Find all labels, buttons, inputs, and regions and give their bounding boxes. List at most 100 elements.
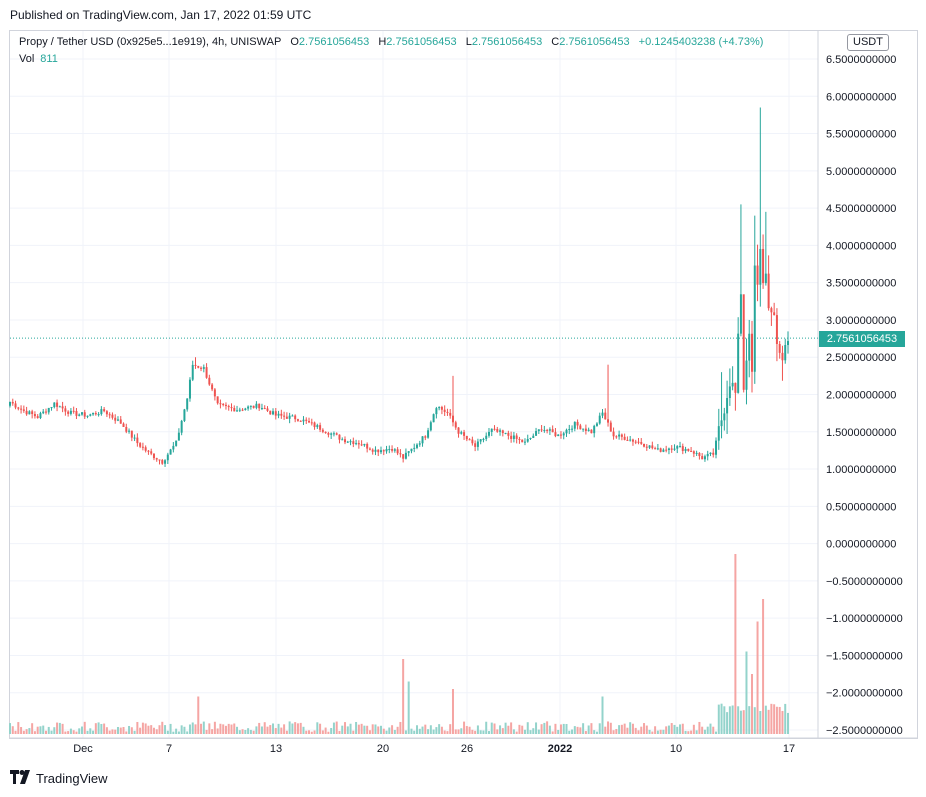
volume-bar — [169, 723, 172, 734]
volume-bar — [415, 725, 418, 734]
candle-body — [432, 414, 435, 423]
footer-brand[interactable]: TradingView — [10, 770, 108, 787]
volume-bar — [75, 731, 78, 734]
candle-body — [344, 439, 347, 443]
published-header: Published on TradingView.com, Jan 17, 20… — [10, 8, 312, 22]
y-tick-label: 6.0000000000 — [826, 91, 896, 103]
candle-body — [404, 452, 407, 459]
candle-body — [227, 405, 230, 408]
volume-bar — [612, 730, 615, 734]
tradingview-logo-icon — [10, 770, 32, 787]
candle-body — [579, 425, 582, 430]
volume-bar — [78, 728, 81, 734]
candle-body — [377, 449, 380, 453]
volume-bar — [515, 731, 518, 734]
candle-body — [374, 449, 377, 452]
volume-bar — [42, 725, 45, 734]
volume-bar — [496, 729, 499, 734]
candle-body — [111, 414, 114, 418]
volume-bar — [427, 729, 430, 734]
candle-body — [546, 429, 549, 431]
y-tick-label: 4.5000000000 — [826, 203, 896, 215]
candle-body — [194, 364, 197, 366]
open-label: O — [290, 36, 299, 48]
candle-body — [14, 403, 17, 408]
volume-bar — [402, 659, 405, 734]
candle-body — [474, 443, 477, 447]
y-tick-label: 5.0000000000 — [826, 166, 896, 178]
volume-bar — [36, 726, 39, 734]
volume-bar — [620, 724, 623, 734]
candle-body — [310, 422, 313, 424]
volume-bar — [407, 681, 410, 734]
volume-bar — [150, 725, 153, 734]
volume-bar — [404, 730, 407, 734]
candle-body — [620, 434, 623, 437]
volume-bar — [186, 731, 189, 734]
x-tick-label: 7 — [166, 743, 172, 755]
y-tick-label: −2.5000000000 — [826, 725, 903, 737]
candle-body — [468, 439, 471, 441]
candle-body — [593, 425, 596, 434]
volume-bar — [352, 730, 355, 734]
candle-body — [103, 409, 106, 412]
chart-area[interactable] — [9, 30, 918, 739]
candle-body — [454, 422, 457, 428]
candle-body — [130, 430, 133, 438]
volume-bar — [438, 724, 441, 734]
candle-body — [177, 432, 180, 441]
volume-bar — [144, 723, 147, 734]
volume-bar — [454, 729, 457, 734]
candle-body — [17, 407, 20, 409]
volume-bar — [205, 729, 208, 734]
volume-bar — [656, 730, 659, 734]
volume-bar — [523, 729, 526, 734]
candle-body — [244, 408, 247, 410]
volume-bar — [526, 722, 529, 734]
x-tick-label: 10 — [670, 743, 682, 755]
volume-bar — [355, 721, 358, 734]
volume-bar — [338, 731, 341, 734]
volume-bar — [787, 712, 789, 734]
candle-body — [393, 449, 396, 451]
y-tick-label: −1.0000000000 — [826, 613, 903, 625]
volume-bar — [482, 730, 485, 734]
candle-body — [590, 429, 593, 434]
candle-body — [576, 421, 579, 426]
candle-body — [94, 412, 97, 415]
volume-bar — [742, 710, 745, 734]
volume-bar — [28, 728, 31, 734]
candle-body — [507, 432, 510, 436]
volume-bar — [291, 723, 294, 734]
candle-body — [645, 446, 648, 448]
volume-bar — [119, 727, 122, 734]
volume-bar — [601, 696, 604, 734]
volume-bar — [767, 709, 770, 734]
volume-bar — [371, 724, 374, 734]
volume-bar — [136, 721, 139, 734]
candle-body — [427, 430, 430, 438]
candle-body — [745, 360, 748, 390]
volume-bar — [618, 725, 621, 734]
currency-badge[interactable]: USDT — [847, 34, 889, 51]
volume-bar — [648, 729, 651, 734]
candle-body — [501, 430, 504, 434]
candle-body — [687, 448, 690, 451]
volume-bar — [698, 721, 701, 734]
volume-bar — [310, 731, 313, 734]
volume-bar — [540, 724, 543, 734]
candle-body — [319, 425, 322, 430]
volume-bar — [133, 730, 136, 734]
candle-body — [83, 412, 86, 417]
volume-bar — [114, 729, 117, 734]
volume-bar — [690, 730, 693, 734]
candle-body — [382, 450, 385, 452]
volume-bar — [80, 726, 83, 734]
candle-body — [643, 443, 646, 447]
candle-body — [571, 428, 574, 430]
candle-body — [764, 273, 767, 284]
volume-bar — [14, 730, 17, 734]
volume-bar — [44, 730, 47, 734]
volume-bar — [737, 706, 740, 734]
